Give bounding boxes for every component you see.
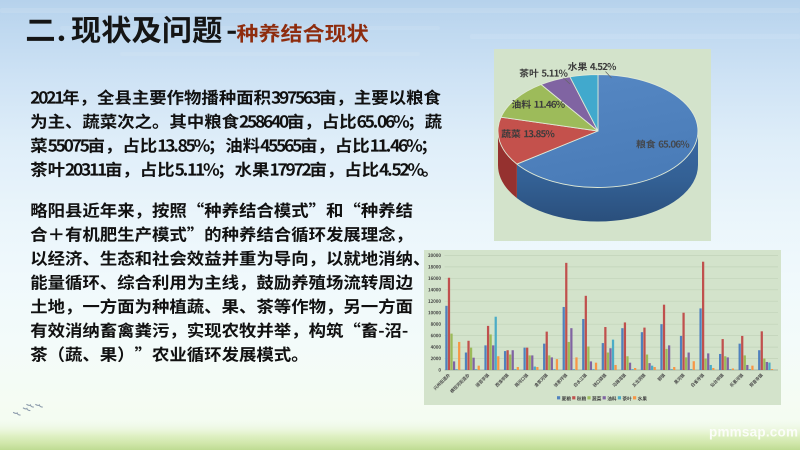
- svg-text:pmmsap.com: pmmsap.com: [709, 424, 798, 439]
